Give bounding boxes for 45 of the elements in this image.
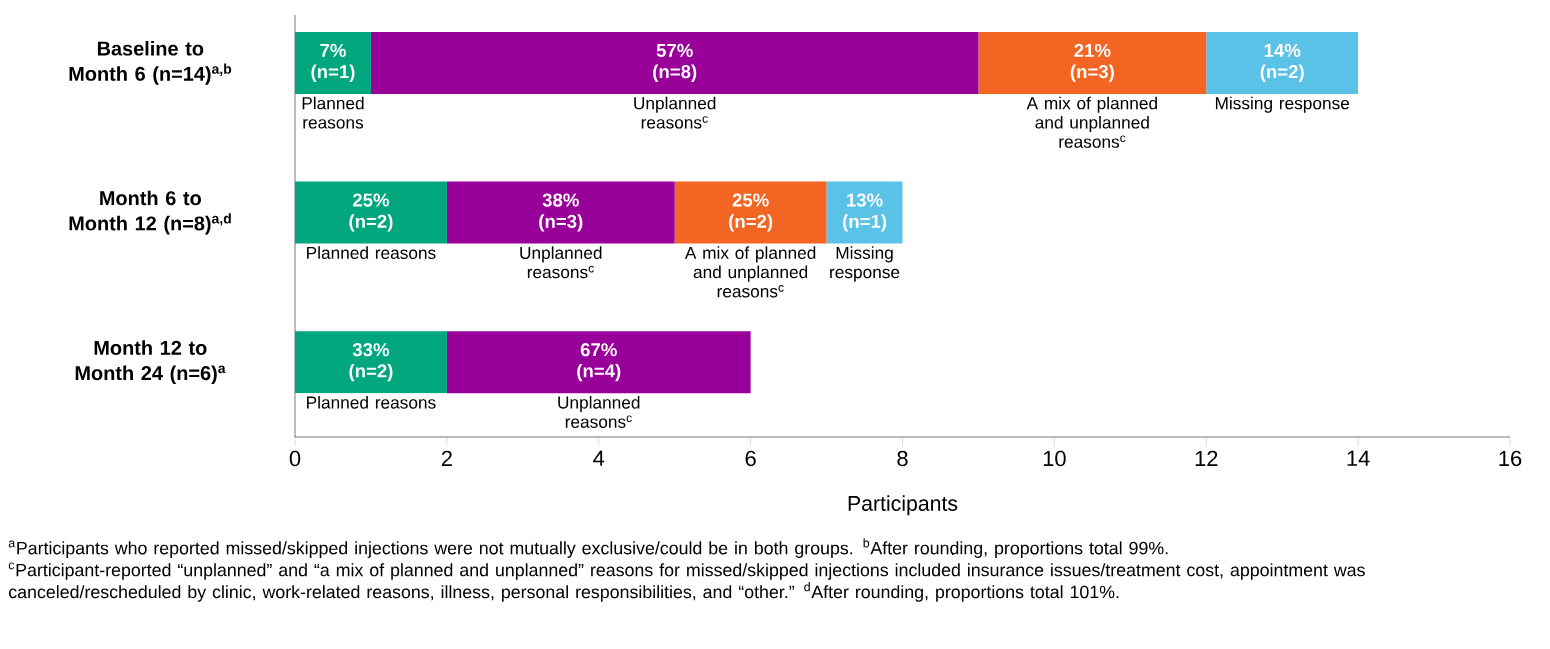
data-label: 25% (n=2) bbox=[349, 193, 393, 232]
series-label: A mix of planned and unplanned reasons$^{c}$ bbox=[1026, 96, 1157, 148]
y-tick-label: Baseline to Month 6 (n=14)$^{a,b}$ bbox=[69, 40, 232, 85]
bar bbox=[295, 331, 447, 394]
x-tick-label: 14 bbox=[1347, 450, 1370, 466]
data-label: 38% (n=3) bbox=[539, 193, 583, 232]
bar bbox=[674, 181, 827, 244]
x-tick-label: 12 bbox=[1195, 450, 1218, 467]
text: Unplanned reasons$^{c}$ bbox=[634, 96, 716, 129]
x-axis-title: Participants bbox=[848, 495, 958, 516]
text: Planned reasons bbox=[302, 96, 364, 129]
data-label: 13% (n=1) bbox=[842, 193, 887, 232]
data-label: 57% (n=8) bbox=[653, 43, 697, 82]
text: Unplanned reasons$^{c}$ bbox=[520, 246, 602, 279]
data-label: 7% (n=1) bbox=[311, 43, 355, 82]
text: Missing response bbox=[830, 246, 900, 282]
x-tick-label: 0 bbox=[289, 450, 301, 467]
text: $^{a}$Participants who reported missed/skipped injections were not mutually exclusive/could be in both groups. $^{b}$After rounding, proportions total 99%. bbox=[8, 538, 1168, 558]
x-tick-label: 2 bbox=[441, 450, 452, 467]
series-label: Unplanned reasons$^{c}$ bbox=[558, 395, 640, 428]
bar bbox=[446, 331, 751, 394]
y-tick-label: Month 12 to Month 24 (n=6)$^{a}$ bbox=[75, 340, 226, 385]
y-tick-label: Month 6 to Month 12 (n=8)$^{a,d}$ bbox=[69, 190, 231, 235]
text: A mix of planned and unplanned reasons$^{c}$ bbox=[684, 246, 816, 298]
data-label: 25% (n=2) bbox=[729, 193, 773, 232]
data-label: 21% (n=3) bbox=[1070, 43, 1114, 82]
data-label: 67% (n=4) bbox=[577, 343, 621, 382]
bar bbox=[370, 31, 979, 94]
text: $^{c}$Participant-reported “unplanned” and “a mix of planned and unplanned” reasons for missed/skipped injections included insurance issues/treatment cost, appointment was canceled/rescheduled by clinic, work-related reasons, illness, personal responsibilities, and “other.” $^{d}$After rounding, proportions total 101%. bbox=[8, 562, 1365, 602]
series-label: Planned reasons bbox=[307, 395, 436, 409]
bar bbox=[295, 181, 447, 244]
x-tick-label: 16 bbox=[1499, 450, 1522, 467]
text: Planned reasons bbox=[307, 246, 436, 259]
bar bbox=[826, 181, 903, 244]
data-label: 33% (n=2) bbox=[349, 343, 393, 382]
x-tick-label: 4 bbox=[593, 450, 605, 466]
bar bbox=[1206, 31, 1359, 94]
bar bbox=[446, 181, 675, 244]
bar bbox=[978, 31, 1207, 94]
x-tick-label: 10 bbox=[1043, 450, 1066, 467]
series-label: Missing response bbox=[1215, 96, 1350, 113]
x-tick-label: 6 bbox=[745, 450, 756, 467]
bar bbox=[295, 31, 371, 94]
data-label: 14% (n=2) bbox=[1260, 43, 1304, 82]
x-tick-label: 8 bbox=[897, 450, 908, 467]
